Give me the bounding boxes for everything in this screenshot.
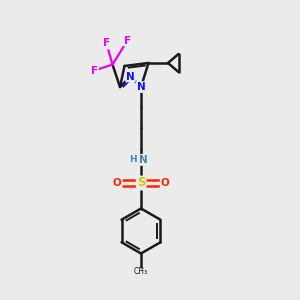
Text: N: N [136,82,146,92]
Text: F: F [91,65,98,76]
Text: O: O [160,178,169,188]
Text: N: N [139,155,148,165]
Text: H: H [129,155,136,164]
Text: CH₃: CH₃ [134,267,148,276]
Text: S: S [137,176,145,190]
Text: O: O [112,178,122,188]
Text: F: F [124,35,131,46]
Text: N: N [126,71,135,82]
Text: F: F [103,38,110,49]
